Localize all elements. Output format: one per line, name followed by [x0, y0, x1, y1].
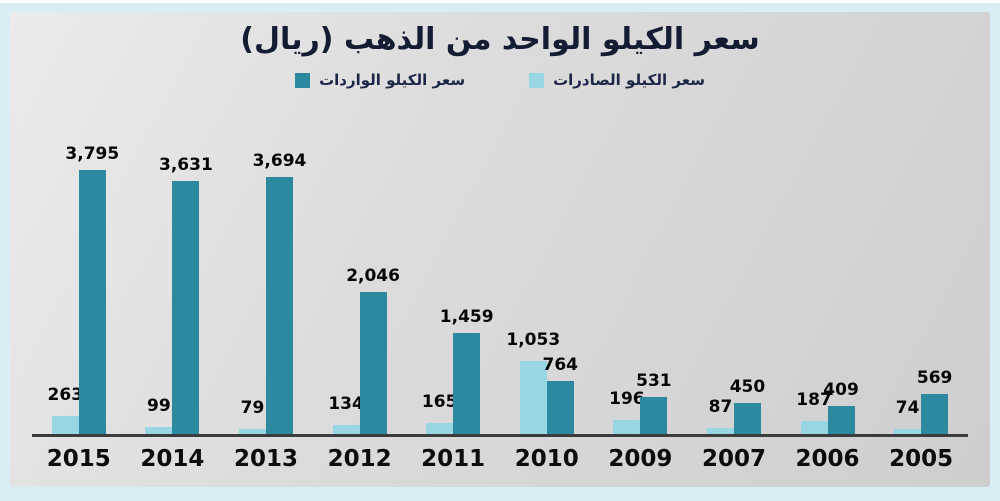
x-axis-label-2014: 2014 — [140, 446, 205, 472]
exports-value-label: 1,053 — [506, 330, 561, 350]
x-axis-label-2010: 2010 — [514, 446, 579, 472]
imports-value-label: 450 — [729, 377, 766, 397]
imports-bar — [827, 406, 855, 434]
bar-group-2006: 187 409 — [781, 106, 875, 434]
imports-swatch-icon — [295, 72, 311, 88]
imports-bar-col: 1,459 — [440, 106, 494, 434]
exports-bar — [613, 420, 641, 434]
exports-value-label: 99 — [147, 396, 171, 416]
imports-value-label: 2,046 — [346, 266, 400, 286]
legend-label-imports: سعر الكيلو الواردات — [319, 71, 466, 89]
exports-value-label: 196 — [609, 389, 645, 409]
bar-group-2014: 99 3,631 — [126, 106, 220, 434]
exports-value-label: 74 — [895, 398, 920, 418]
exports-swatch-icon — [529, 72, 545, 88]
bar-group-2007: 87 450 — [687, 106, 781, 434]
legend-label-exports: سعر الكيلو الصادرات — [553, 71, 705, 89]
exports-bar — [519, 361, 547, 434]
imports-bar-col: 409 — [823, 106, 859, 434]
exports-bar-col: 87 — [706, 106, 734, 434]
imports-value-label: 3,795 — [65, 144, 120, 164]
imports-bar-col: 569 — [917, 106, 952, 434]
bar-group-2011: 165 1,459 — [406, 106, 500, 434]
imports-bar — [172, 181, 200, 434]
exports-bar — [894, 429, 922, 434]
exports-bar-col: 263 — [48, 106, 83, 434]
exports-bar — [51, 416, 79, 434]
imports-bar — [265, 177, 293, 434]
x-axis-label-2005: 2005 — [889, 446, 954, 472]
exports-value-label: 87 — [708, 397, 733, 417]
bar-group-2010: 1,053 764 — [500, 106, 594, 434]
x-axis-label-2015: 2015 — [46, 446, 111, 472]
x-axis-label-2011: 2011 — [421, 446, 486, 472]
exports-value-label: 187 — [796, 390, 832, 410]
exports-bar — [238, 429, 266, 434]
exports-bar — [800, 421, 828, 434]
bar-group-2005: 74 569 — [874, 106, 968, 434]
imports-bar — [640, 397, 668, 434]
chart-panel: سعر الكيلو الواحد من الذهب (ريال) سعر ال… — [10, 12, 990, 487]
imports-bar — [733, 403, 761, 434]
exports-bar-col: 134 — [328, 106, 364, 434]
bar-group-2015: 263 3,795 — [32, 106, 126, 434]
exports-bar-col: 74 — [894, 106, 922, 434]
x-axis-label-2013: 2013 — [233, 446, 298, 472]
x-axis-label-2007: 2007 — [701, 446, 766, 472]
x-axis: 2015 2014 2013 2012 2011 2010 2009 2007 2006 2005 — [32, 437, 968, 472]
imports-value-label: 409 — [823, 380, 859, 400]
exports-bar-col: 79 — [238, 106, 266, 434]
plot-area: 263 3,795 99 3,631 79 3,694 134 2,046 165 1,459 1,… — [32, 106, 968, 437]
exports-value-label: 79 — [240, 398, 265, 418]
legend: سعر الكيلو الصادرات سعر الكيلو الواردات — [10, 68, 990, 92]
legend-item-imports: سعر الكيلو الواردات — [295, 71, 465, 89]
exports-bar-col: 187 — [796, 106, 832, 434]
imports-value-label: 764 — [542, 355, 579, 375]
imports-bar-col: 531 — [636, 106, 672, 434]
exports-bar-col: 165 — [422, 106, 457, 434]
legend-item-exports: سعر الكيلو الصادرات — [529, 71, 705, 89]
bar-group-2013: 79 3,694 — [219, 106, 313, 434]
imports-bar — [546, 381, 574, 434]
exports-value-label: 165 — [421, 392, 458, 412]
exports-value-label: 263 — [47, 385, 84, 405]
imports-bar — [453, 333, 481, 434]
imports-value-label: 531 — [636, 371, 672, 391]
bar-group-2009: 196 531 — [594, 106, 688, 434]
imports-bar-col: 3,631 — [159, 106, 213, 434]
exports-bar — [145, 427, 173, 434]
x-axis-label-2012: 2012 — [327, 446, 392, 472]
imports-bar-col: 2,046 — [346, 106, 400, 434]
imports-bar — [78, 170, 106, 434]
exports-bar-col: 1,053 — [506, 106, 560, 434]
exports-bar — [706, 428, 734, 434]
imports-value-label: 3,694 — [252, 151, 307, 171]
imports-bar-col: 764 — [543, 106, 578, 434]
imports-bar-col: 3,694 — [253, 106, 306, 434]
x-axis-label-2009: 2009 — [608, 446, 673, 472]
imports-value-label: 569 — [916, 368, 953, 388]
imports-value-label: 1,459 — [439, 307, 494, 327]
bar-group-2012: 134 2,046 — [313, 106, 407, 434]
exports-bar — [426, 423, 454, 434]
imports-bar-col: 450 — [730, 106, 765, 434]
exports-bar-col: 196 — [609, 106, 645, 434]
exports-bar — [332, 425, 360, 434]
exports-value-label: 134 — [328, 394, 364, 414]
x-axis-label-2006: 2006 — [795, 446, 860, 472]
imports-bar-col: 3,795 — [65, 106, 119, 434]
imports-value-label: 3,631 — [159, 155, 213, 175]
exports-bar-col: 99 — [145, 106, 173, 434]
chart-title: سعر الكيلو الواحد من الذهب (ريال) — [240, 22, 760, 57]
imports-bar — [359, 292, 387, 434]
imports-bar — [921, 394, 949, 434]
